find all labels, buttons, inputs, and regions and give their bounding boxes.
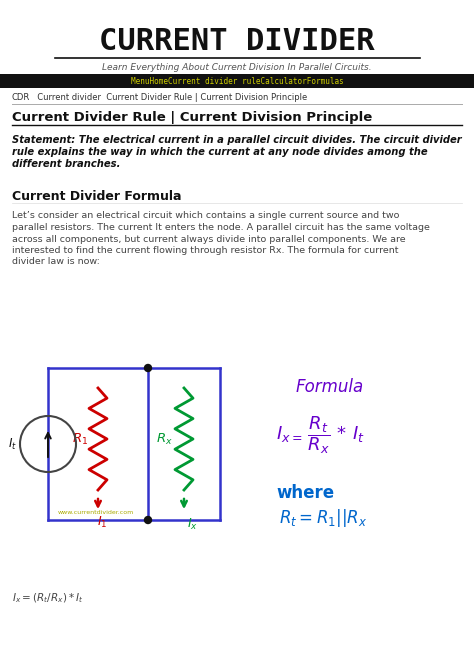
Text: Formula: Formula xyxy=(296,378,364,396)
Text: $R_t = R_1||R_x$: $R_t = R_1||R_x$ xyxy=(279,507,367,529)
Text: $I_1$: $I_1$ xyxy=(97,514,107,530)
Text: across all components, but current always divide into parallel components. We ar: across all components, but current alway… xyxy=(12,235,406,244)
Text: different branches.: different branches. xyxy=(12,159,120,169)
Bar xyxy=(0,74,474,88)
Text: divider law is now:: divider law is now: xyxy=(12,258,100,266)
Circle shape xyxy=(145,365,152,371)
Text: www.currentdivider.com: www.currentdivider.com xyxy=(58,510,134,514)
Circle shape xyxy=(145,516,152,524)
Text: $I_x$: $I_x$ xyxy=(187,516,198,532)
Text: MenuHomeCurrent divider ruleCalculatorFormulas: MenuHomeCurrent divider ruleCalculatorFo… xyxy=(131,76,343,86)
Text: $I_t$: $I_t$ xyxy=(8,436,17,452)
Text: Current divider  Current Divider Rule | Current Division Principle: Current divider Current Divider Rule | C… xyxy=(32,92,307,102)
Text: Current Divider Formula: Current Divider Formula xyxy=(12,189,182,203)
Text: where: where xyxy=(276,484,334,502)
Text: CURRENT DIVIDER: CURRENT DIVIDER xyxy=(99,27,375,56)
Text: interested to find the current flowing through resistor Rx. The formula for curr: interested to find the current flowing t… xyxy=(12,246,399,255)
Text: Statement: The electrical current in a parallel circuit divides. The circuit div: Statement: The electrical current in a p… xyxy=(12,135,462,145)
Text: $R_1$: $R_1$ xyxy=(72,432,88,446)
Text: Let’s consider an electrical circuit which contains a single current source and : Let’s consider an electrical circuit whi… xyxy=(12,211,400,221)
Text: Learn Everything About Current Division In Parallel Circuits.: Learn Everything About Current Division … xyxy=(102,64,372,72)
Text: $R_x$: $R_x$ xyxy=(155,432,173,446)
Text: $I_x = (R_t/R_x) * I_t$: $I_x = (R_t/R_x) * I_t$ xyxy=(12,591,83,605)
Text: parallel resistors. The current It enters the node. A parallel circuit has the s: parallel resistors. The current It enter… xyxy=(12,223,430,232)
Text: rule explains the way in which the current at any node divides among the: rule explains the way in which the curre… xyxy=(12,147,428,157)
Text: CDR: CDR xyxy=(12,92,30,102)
Text: $I_{x=}\,\dfrac{R_t}{R_x}\,*\,I_t$: $I_{x=}\,\dfrac{R_t}{R_x}\,*\,I_t$ xyxy=(275,414,365,456)
Text: Current Divider Rule | Current Division Principle: Current Divider Rule | Current Division … xyxy=(12,110,372,124)
